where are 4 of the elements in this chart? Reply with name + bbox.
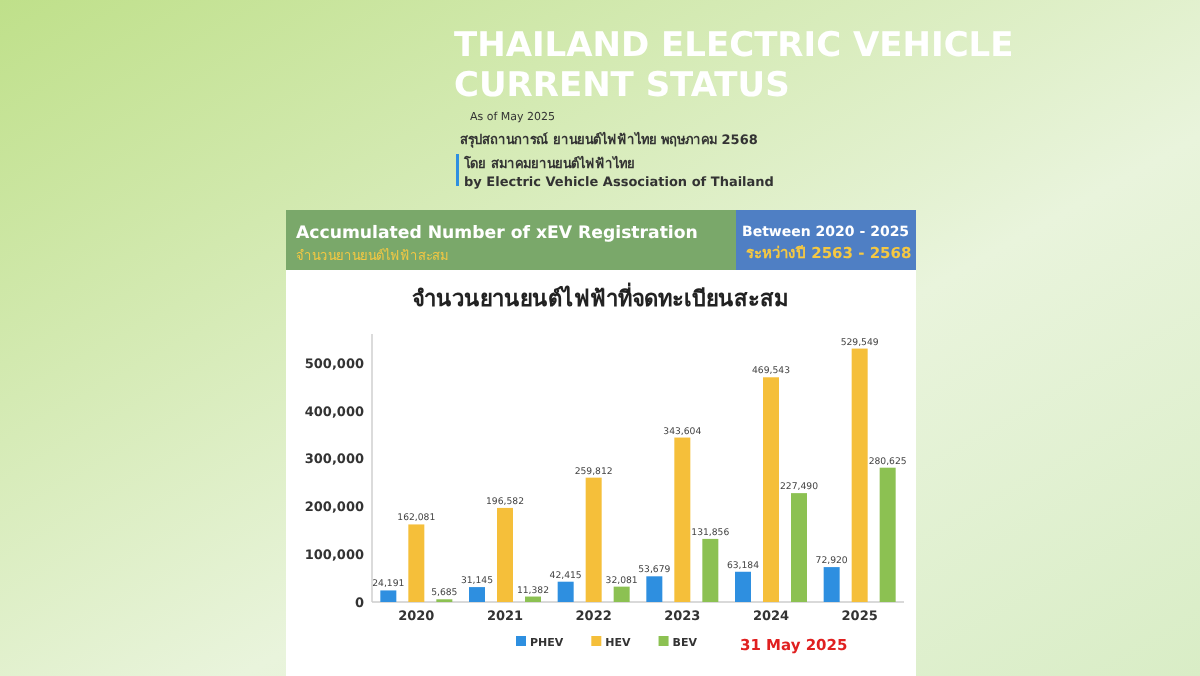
text: THAILAND ELECTRIC VEHICLE xyxy=(454,26,1014,66)
text: CURRENT STATUS xyxy=(454,66,790,106)
chart-title: จำนวนยานยนต์ไฟฟ้าที่จดทะเบียนสะสม xyxy=(412,282,788,312)
text: Accumulated Number of xEV Registration xyxy=(296,224,698,244)
